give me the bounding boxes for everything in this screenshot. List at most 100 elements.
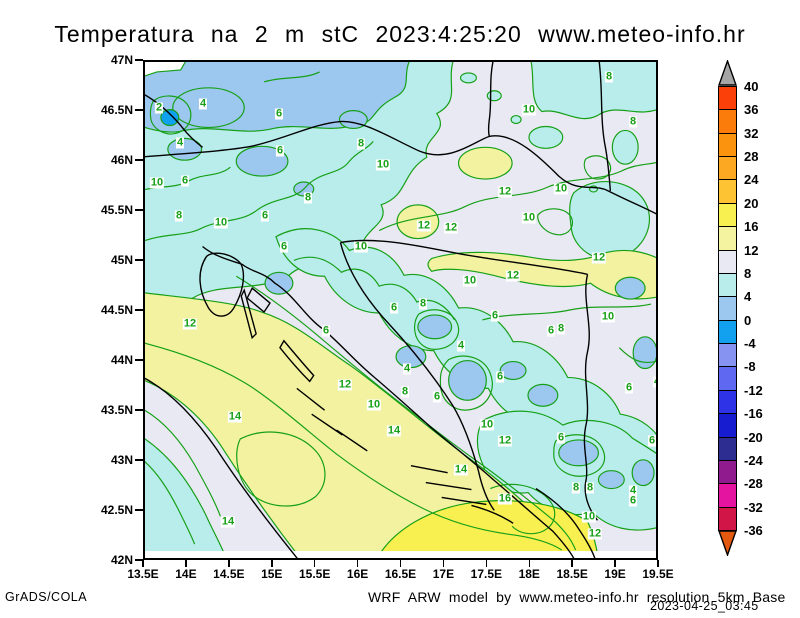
contour-label: 6 xyxy=(321,324,331,337)
colorbar-segment xyxy=(718,272,737,298)
colorbar-tick-label: 40 xyxy=(744,79,759,94)
contour-label: 12 xyxy=(443,221,459,234)
contour-label: 10 xyxy=(479,418,495,431)
contour-label: 8 xyxy=(628,115,638,128)
contour-label: 2 xyxy=(154,101,164,114)
contour-label: 6 xyxy=(274,107,284,120)
x-axis-tick xyxy=(313,560,316,567)
contour-label: 4 xyxy=(652,376,656,388)
colorbar-segment xyxy=(718,109,737,135)
contour-label: 4 xyxy=(402,362,412,375)
colorbar-segment xyxy=(718,343,737,368)
contour-label: 12 xyxy=(591,251,607,264)
colorbar-segment xyxy=(718,366,737,392)
x-axis-tick xyxy=(528,560,530,567)
colorbar-tick-label: -24 xyxy=(744,452,763,468)
y-axis-tick xyxy=(135,209,143,211)
x-axis-tick xyxy=(271,560,273,567)
contour-label: 16 xyxy=(497,492,513,505)
x-axis-label: 16E xyxy=(346,567,369,581)
contour-label: 8 xyxy=(356,137,366,150)
contour-label: 14 xyxy=(386,424,402,437)
contour-label: 10 xyxy=(353,240,369,253)
y-axis-label: 42.5N xyxy=(100,503,133,517)
contour-label: 12 xyxy=(497,434,513,447)
x-axis-label: 19E xyxy=(604,567,626,581)
contour-label: 10 xyxy=(553,182,569,195)
contour-label: 6 xyxy=(389,301,399,314)
contour-label: 6 xyxy=(260,209,270,222)
contour-label: 10 xyxy=(521,211,537,224)
colorbar-segment xyxy=(718,179,737,205)
contour-label: 14 xyxy=(220,515,236,528)
map-canvas xyxy=(145,62,656,558)
x-axis-label: 16.5E xyxy=(384,567,417,581)
y-axis-label: 47N xyxy=(110,53,133,67)
contour-label: 6 xyxy=(180,174,190,187)
y-axis-tick xyxy=(135,309,143,311)
y-axis-label: 42N xyxy=(110,553,133,567)
y-axis-label: 46.5N xyxy=(100,103,133,117)
contour-label: 6 xyxy=(275,144,285,157)
y-axis-label: 44.5N xyxy=(100,303,133,317)
contour-label: 8 xyxy=(571,481,581,494)
colorbar-tick-label: -4 xyxy=(744,336,756,352)
contour-label: 6 xyxy=(432,390,442,403)
contour-label: 12 xyxy=(337,378,353,391)
x-axis-label: 17E xyxy=(432,567,455,581)
page-title: Temperatura na 2 m stC 2023:4:25:20 www.… xyxy=(54,21,746,47)
map-plot: 2 4 4 6 6 8 10 10 8 8 10 6 8 10 6 8 12 10 12 12 10 6 10 12 6 6 12 1… xyxy=(143,60,658,560)
contour-label: 6 xyxy=(624,381,634,394)
x-axis-label: 18E xyxy=(518,567,540,581)
x-axis-tick xyxy=(442,560,445,567)
contour-label: 6 xyxy=(490,309,500,322)
colorbar-tick-label: 32 xyxy=(744,125,759,141)
contour-label: 12 xyxy=(416,219,432,232)
y-axis-tick xyxy=(135,409,143,411)
contour-label: 12 xyxy=(182,317,198,330)
contour-label: 8 xyxy=(604,70,614,83)
colorbar-over-arrow xyxy=(718,60,737,86)
colorbar-tick-label: 16 xyxy=(744,219,759,235)
colorbar-tick-label: 24 xyxy=(744,172,759,188)
x-axis-tick xyxy=(485,560,488,567)
y-axis-tick xyxy=(135,509,143,511)
contour-label: 10 xyxy=(600,310,616,323)
colorbar-tick-label: 4 xyxy=(744,289,752,305)
colorbar-segment xyxy=(718,296,737,322)
contour-label: 8 xyxy=(174,209,184,222)
run-timestamp: 2023-04-25_03:45 xyxy=(650,599,759,613)
contour-label: 10 xyxy=(521,103,537,116)
y-axis-tick xyxy=(135,159,143,161)
contour-label: 10 xyxy=(213,216,229,229)
grads-credit: GrADS/COLA xyxy=(5,590,88,604)
contour-label: 6 xyxy=(647,434,656,447)
colorbar-segment xyxy=(718,249,737,275)
y-axis-tick xyxy=(135,109,143,111)
x-axis-tick xyxy=(356,560,359,567)
contour-label: 4 xyxy=(175,136,185,149)
colorbar-tick-label: -36 xyxy=(744,523,763,538)
y-axis-tick xyxy=(135,359,143,361)
contour-label: 10 xyxy=(375,158,391,171)
colorbar-segment xyxy=(718,86,737,111)
x-axis-tick xyxy=(614,560,616,567)
y-axis-label: 44N xyxy=(110,353,133,367)
colorbar-segment xyxy=(718,202,737,228)
colorbar-tick-label: 28 xyxy=(744,149,759,165)
x-axis-label: 15.5E xyxy=(298,567,331,581)
colorbar-tick-label: 20 xyxy=(744,195,759,211)
x-axis-label: 15E xyxy=(261,567,283,581)
x-axis-label: 18.5E xyxy=(556,567,588,581)
y-axis-label: 43N xyxy=(110,453,133,467)
y-axis-tick xyxy=(135,259,143,261)
contour-label: 10 xyxy=(149,176,165,189)
x-axis-tick xyxy=(185,560,187,567)
colorbar-segment xyxy=(718,506,737,532)
y-axis-tick xyxy=(135,459,143,461)
contour-label: 6 xyxy=(495,370,505,383)
colorbar-tick-label: 36 xyxy=(744,102,759,118)
contour-label: 8 xyxy=(556,322,566,335)
colorbar-tick-label: -32 xyxy=(744,499,763,515)
